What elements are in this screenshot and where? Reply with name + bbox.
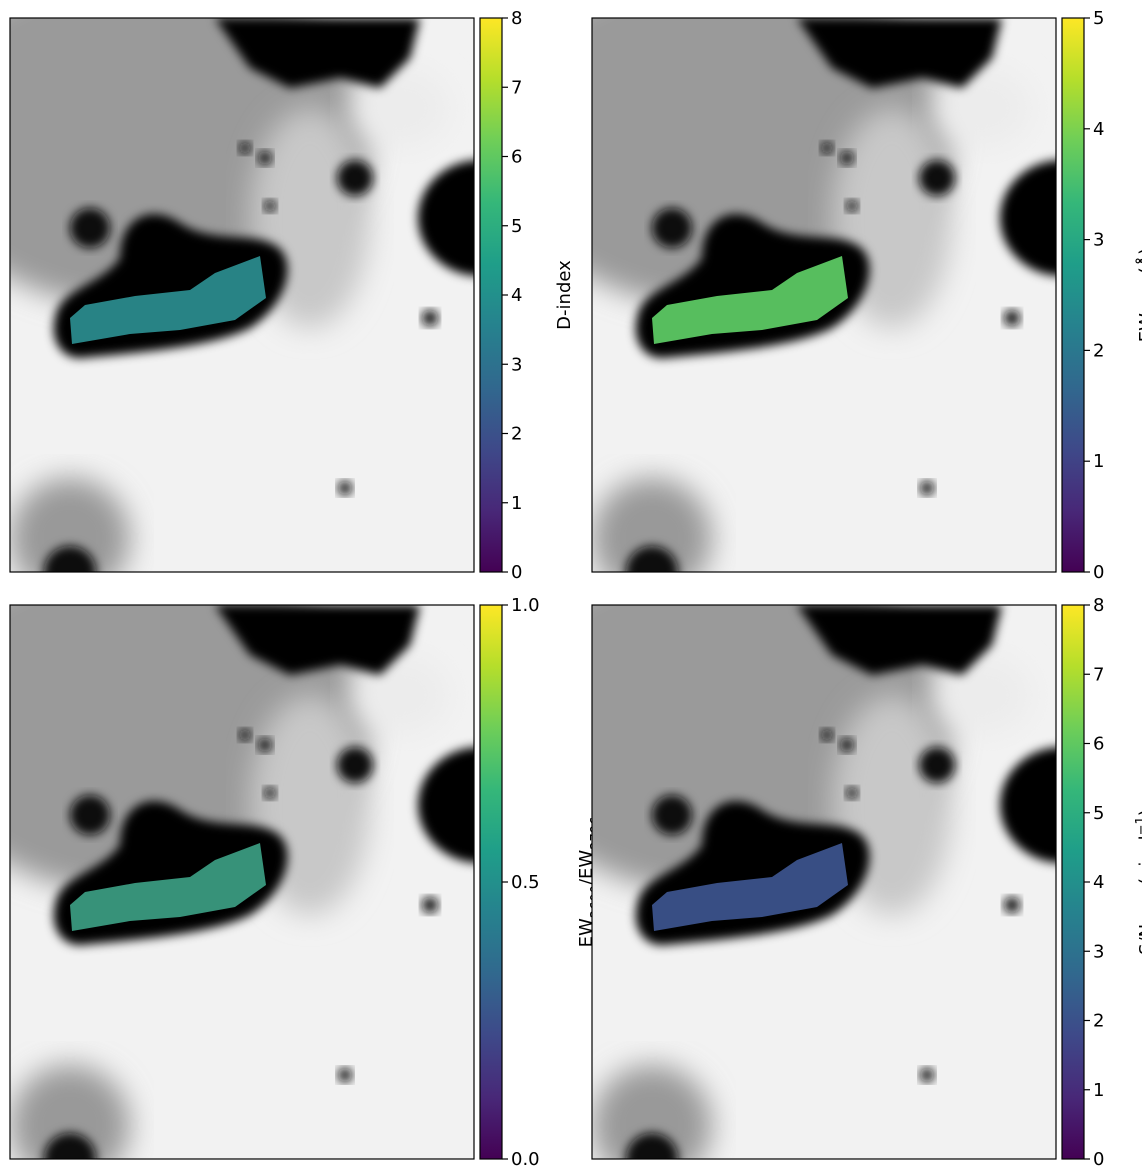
image-panel: 0 1 2 3 4 5 6 7 8 D-index xyxy=(0,0,575,598)
label-part: D-index xyxy=(554,260,575,330)
image-panel: 0.00.51.0EW2600/EW2796 xyxy=(0,555,604,1169)
image-panel: 0 1 2 3 4 5 EW2796 (Å) xyxy=(492,0,1142,598)
colorbar-tick-label: 2 xyxy=(511,424,522,445)
star xyxy=(264,200,276,212)
image xyxy=(0,555,542,1169)
colorbar-tick-label: 7 xyxy=(511,77,522,98)
star xyxy=(338,1068,352,1082)
label-part: (pixel xyxy=(1136,835,1142,890)
star xyxy=(258,151,272,165)
star xyxy=(422,310,438,326)
colorbar-tick-label: 6 xyxy=(1093,734,1104,755)
colorbar-tick-label: 3 xyxy=(1093,230,1104,251)
colorbar xyxy=(480,18,502,572)
figure: 0 1 2 3 4 5 6 7 8 D-index 0 1 2 3 4 5 EW2796 (Å) 0.0 0.5 1.… xyxy=(0,0,1142,1169)
colorbar-tick-label: 8 xyxy=(511,8,522,29)
haze xyxy=(10,478,130,598)
label-part: (Å) xyxy=(1135,248,1142,280)
label-part: EW xyxy=(1136,313,1142,342)
colorbar-tick-label: 3 xyxy=(1093,941,1104,962)
haze xyxy=(592,478,712,598)
star xyxy=(239,142,251,154)
star xyxy=(337,160,373,196)
star xyxy=(70,795,110,835)
colorbar xyxy=(1062,605,1084,1159)
star xyxy=(846,787,858,799)
label-part: −1 xyxy=(1134,816,1142,835)
label-part: S/N xyxy=(1136,924,1142,955)
star xyxy=(919,747,955,783)
colorbar-tick-label: 4 xyxy=(511,285,522,306)
colorbar-tick-label: 4 xyxy=(1093,872,1104,893)
image xyxy=(492,0,1124,598)
colorbar-tick-label: 2 xyxy=(1093,340,1104,361)
colorbar-tick-label: 1 xyxy=(1093,451,1104,472)
star xyxy=(337,747,373,783)
star xyxy=(422,897,438,913)
colorbar xyxy=(1062,18,1084,572)
star xyxy=(821,729,833,741)
star xyxy=(840,738,854,752)
star xyxy=(920,1068,934,1082)
star xyxy=(1004,897,1020,913)
colorbar-tick-label: 0 xyxy=(1093,562,1104,583)
colorbar xyxy=(480,605,502,1159)
colorbar-label: D-index xyxy=(554,260,575,330)
colorbar-tick-label: 5 xyxy=(511,216,522,237)
colorbar-tick-label: 1 xyxy=(511,493,522,514)
star xyxy=(846,200,858,212)
colorbar-tick-label: 0 xyxy=(511,562,522,583)
colorbar-tick-label: 0.0 xyxy=(511,1149,540,1169)
star xyxy=(919,160,955,196)
colorbar-tick-label: 0.5 xyxy=(511,872,540,893)
colorbar-tick-label: 0 xyxy=(1093,1149,1104,1169)
colorbar-tick-label: 8 xyxy=(1093,595,1104,616)
colorbar-tick-label: 1 xyxy=(1093,1080,1104,1101)
colorbar-tick-label: 5 xyxy=(1093,803,1104,824)
star xyxy=(920,481,934,495)
colorbar-label: S/N2796 (pixel−1) xyxy=(1134,809,1142,955)
star xyxy=(338,481,352,495)
star xyxy=(70,208,110,248)
image xyxy=(0,0,542,598)
colorbar-label: EW2796 (Å) xyxy=(1135,248,1142,342)
star xyxy=(264,787,276,799)
colorbar-tick-label: 5 xyxy=(1093,8,1104,29)
star xyxy=(652,795,692,835)
star xyxy=(652,208,692,248)
star xyxy=(258,738,272,752)
colorbar-tick-label: 2 xyxy=(1093,1011,1104,1032)
colorbar-tick-label: 3 xyxy=(511,354,522,375)
colorbar-tick-label: 7 xyxy=(1093,664,1104,685)
label-part: ) xyxy=(1136,809,1142,816)
star xyxy=(840,151,854,165)
colorbar-tick-label: 6 xyxy=(511,147,522,168)
star xyxy=(239,729,251,741)
star xyxy=(1004,310,1020,326)
colorbar-tick-label: 4 xyxy=(1093,119,1104,140)
colorbar-tick-label: 1.0 xyxy=(511,595,540,616)
star xyxy=(821,142,833,154)
